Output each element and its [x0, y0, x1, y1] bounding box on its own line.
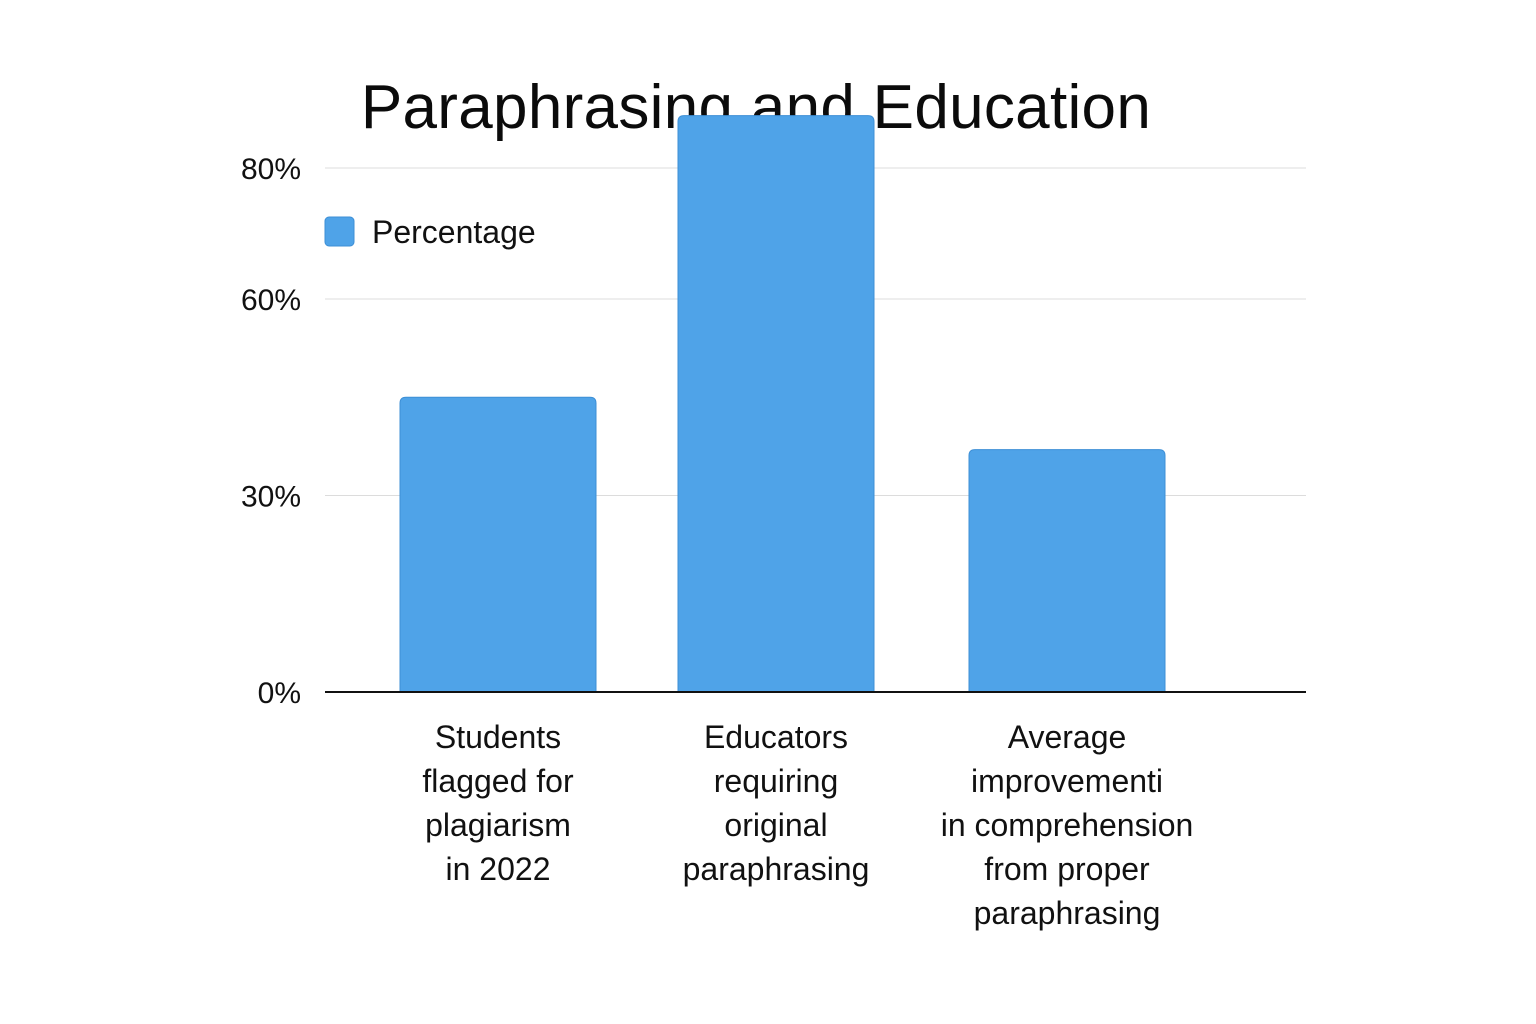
category-label-line: plagiarism — [425, 807, 571, 843]
category-label: Educators requiring original paraphrasing — [683, 719, 870, 887]
y-tick-label: 0% — [258, 677, 301, 710]
legend-swatch — [324, 216, 355, 247]
bar — [968, 449, 1166, 693]
bars — [399, 115, 1166, 693]
legend-label: Percentage — [372, 214, 536, 250]
category-label-line: improvementi — [971, 763, 1163, 799]
category-label-line: requiring — [714, 763, 839, 799]
category-label-line: flagged for — [422, 763, 574, 799]
bar — [677, 115, 875, 693]
category-label-line: in comprehension — [941, 807, 1194, 843]
category-label-line: paraphrasing — [974, 895, 1161, 931]
category-label-line: Students — [435, 719, 561, 755]
axes: 0% 30% 60% 80% — [241, 153, 1306, 710]
category-label: Students flagged for plagiarism in 2022 — [422, 719, 574, 887]
category-label-line: in 2022 — [446, 851, 551, 887]
y-tick-label: 80% — [241, 153, 301, 186]
y-tick-label: 60% — [241, 284, 301, 317]
legend: Percentage — [324, 214, 536, 250]
bar — [399, 396, 597, 693]
category-label-line: Educators — [704, 719, 848, 755]
category-label-line: paraphrasing — [683, 851, 870, 887]
y-tick-label: 30% — [241, 481, 301, 514]
category-label-line: from proper — [984, 851, 1150, 887]
category-label: Average improvementi in comprehension from … — [941, 719, 1194, 931]
category-labels: Students flagged for plagiarism in 2022 Educ… — [422, 719, 1193, 931]
category-label-line: original — [724, 807, 827, 843]
category-label-line: Average — [1008, 719, 1127, 755]
